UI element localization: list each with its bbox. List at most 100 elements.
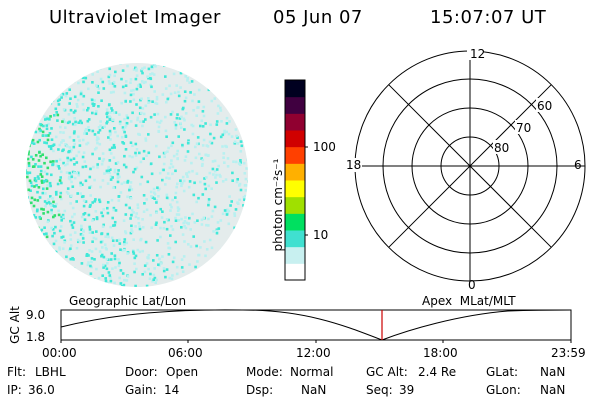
earth-pixel [22,91,25,94]
earth-pixel [146,256,149,259]
earth-pixel [213,97,217,100]
earth-pixel [169,289,172,290]
earth-pixel [114,162,118,165]
earth-pixel [83,132,86,135]
earth-pixel [196,277,199,280]
earth-pixel [186,175,189,178]
earth-pixel [22,174,25,177]
earth-pixel [136,84,140,87]
earth-pixel [59,170,63,174]
earth-pixel [134,151,137,155]
earth-pixel [88,228,92,231]
earth-pixel [139,160,143,164]
earth-pixel [105,112,108,116]
earth-pixel [73,171,76,175]
earth-pixel [100,211,103,215]
earth-pixel [40,104,44,107]
earth-pixel [96,163,99,166]
earth-pixel [26,172,29,175]
earth-pixel [109,225,112,229]
earth-pixel [225,130,228,134]
earth-pixel [26,78,27,82]
earth-pixel [238,249,242,252]
earth-pixel [71,206,75,210]
earth-pixel [215,280,218,284]
footer-flt-value: LBHL [35,365,66,379]
earth-pixel [226,63,230,67]
earth-pixel [92,104,95,107]
colorbar-segment [285,180,305,198]
earth-pixel [78,75,82,79]
earth-pixel [169,203,172,206]
earth-pixel [203,75,206,78]
earth-pixel [39,129,42,132]
earth-pixel [181,66,184,69]
earth-pixel [227,132,231,136]
earth-pixel [39,107,42,110]
earth-pixel [29,181,33,184]
earth-pixel [241,276,245,279]
earth-pixel [91,231,94,234]
earth-pixel [72,267,76,270]
earth-pixel [33,286,36,287]
earth-pixel [42,245,46,248]
earth-pixel [28,210,32,213]
earth-pixel [212,173,215,176]
earth-pixel [63,71,67,74]
earth-pixel [54,135,58,139]
earth-pixel [210,246,214,250]
earth-pixel [63,120,66,124]
earth-pixel [101,152,105,155]
earth-pixel [247,233,248,236]
earth-pixel [147,151,151,155]
earth-pixel [222,152,226,155]
earth-pixel [58,280,62,283]
earth-pixel [157,63,161,66]
earth-pixel [82,108,86,112]
earth-pixel [26,112,28,115]
earth-pixel [36,267,39,271]
earth-pixel [218,84,221,87]
earth-pixel [93,133,97,136]
earth-pixel [97,87,101,90]
earth-pixel [215,120,219,123]
earth-pixel [76,105,79,108]
earth-pixel [111,216,114,220]
earth-pixel [112,186,115,189]
earth-pixel [34,121,37,125]
earth-pixel [103,125,106,129]
earth-pixel [101,246,104,249]
earth-pixel [119,248,122,251]
earth-pixel [49,265,52,269]
earth-pixel [225,257,229,260]
earth-pixel [235,180,239,184]
earth-pixel [91,129,95,133]
earth-pixel [76,98,80,102]
earth-pixel [188,263,191,266]
earth-pixel [49,277,53,280]
earth-pixel [236,118,239,121]
earth-pixel [124,231,128,235]
earth-pixel [149,83,152,87]
earth-pixel [216,221,220,224]
earth-pixel [171,165,175,169]
earth-pixel [91,219,94,222]
earth-pixel [114,266,117,269]
earth-pixel [150,226,153,229]
earth-pixel [107,271,111,274]
earth-pixel [201,125,205,128]
earth-pixel [43,200,47,203]
earth-pixel [130,188,134,191]
earth-pixel [83,284,87,287]
earth-pixel [175,185,178,189]
earth-pixel [126,275,130,278]
earth-pixel [232,160,235,163]
footer-mode-label: Mode: [246,365,283,379]
earth-pixel [196,136,200,139]
earth-pixel [239,70,243,74]
earth-pixel [42,179,46,183]
earth-pixel [190,80,194,83]
earth-pixel [46,184,49,187]
earth-pixel [207,184,211,188]
earth-pixel [30,218,34,222]
